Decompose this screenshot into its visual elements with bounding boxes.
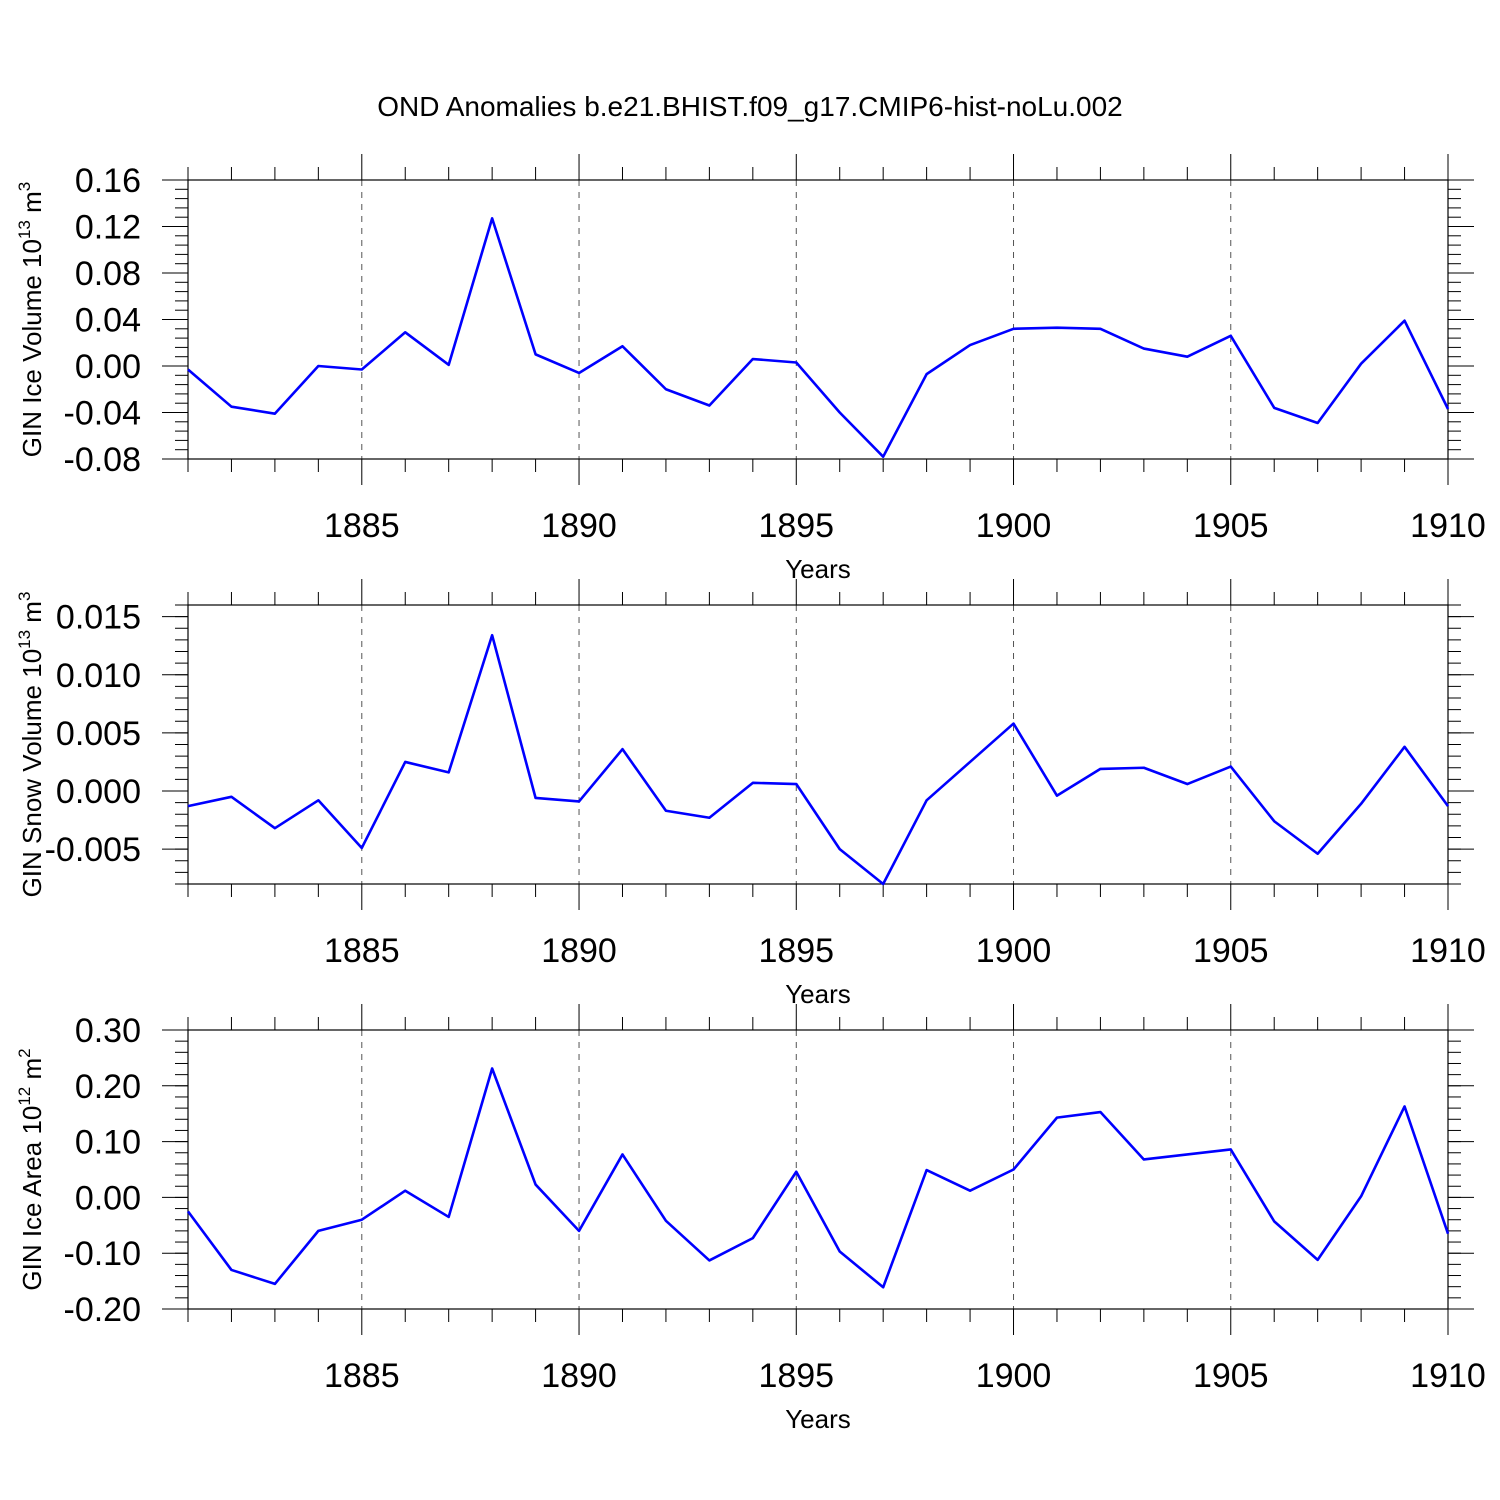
y-tick-label: 0.10 (75, 1124, 141, 1162)
plot-frame (187, 179, 1449, 460)
y-tick-label: -0.08 (64, 441, 142, 479)
x-tick-label: 1910 (1410, 932, 1486, 970)
x-tick-label: 1890 (541, 507, 617, 545)
y-tick-label: -0.04 (64, 395, 142, 433)
x-axis-title: Years (785, 1404, 851, 1434)
x-tick-label: 1895 (758, 932, 834, 970)
x-tick-label: 1895 (758, 507, 834, 545)
x-tick-label: 1885 (324, 507, 400, 545)
y-tick-label: 0.16 (75, 162, 141, 200)
y-tick-label: 0.000 (56, 773, 141, 811)
y-tick-label: -0.005 (45, 831, 141, 869)
y-tick-label: 0.015 (56, 599, 141, 637)
series-line (187, 633, 1450, 886)
x-tick-label: 1910 (1410, 507, 1486, 545)
y-tick-label: 0.010 (56, 657, 141, 695)
y-tick-label: 0.30 (75, 1012, 141, 1050)
y-tick-label: 0.12 (75, 209, 141, 247)
y-axis-title: GIN Ice Area 1012 m2 (15, 1048, 47, 1290)
plot-frame (187, 604, 1449, 885)
x-tick-label: 1885 (324, 932, 400, 970)
x-tick-label: 1890 (541, 932, 617, 970)
x-tick-label: 1890 (541, 1357, 617, 1395)
panel-ice-area: -0.20 -0.10 0.00 0.10 0.20 0.30 1885 1890 1895 19… (15, 1004, 1486, 1434)
y-axis-title: GIN Ice Volume 1013 m3 (15, 182, 47, 458)
series-line (187, 217, 1450, 458)
y-tick-label: 0.00 (75, 1179, 141, 1217)
y-tick-label: 0.04 (75, 302, 141, 340)
x-tick-label: 1900 (976, 507, 1052, 545)
y-tick-label: 0.08 (75, 255, 141, 293)
x-tick-label: 1895 (758, 1357, 834, 1395)
figure-title: OND Anomalies b.e21.BHIST.f09_g17.CMIP6-… (377, 91, 1123, 122)
series-line (186, 1067, 1450, 1289)
x-axis-title: Years (785, 979, 851, 1009)
y-axis-title: GIN Snow Volume 1013 m3 (15, 592, 47, 898)
x-tick-label: 1885 (324, 1357, 400, 1395)
x-tick-label: 1910 (1410, 1357, 1486, 1395)
panel-snow-volume: -0.005 0.000 0.005 0.010 0.015 1885 1890 1895 19… (15, 579, 1486, 1009)
y-tick-label: 0.005 (56, 715, 141, 753)
plot-frame (187, 1029, 1449, 1310)
panel-ice-volume: -0.08 -0.04 0.00 0.04 0.08 0.12 0.16 1885 1890 18… (15, 154, 1486, 584)
x-axis-title: Years (785, 554, 851, 584)
y-tick-label: -0.10 (64, 1235, 142, 1273)
x-tick-label: 1905 (1193, 1357, 1269, 1395)
x-tick-label: 1905 (1193, 507, 1269, 545)
x-tick-label: 1900 (976, 1357, 1052, 1395)
y-tick-label: 0.00 (75, 348, 141, 386)
x-tick-label: 1900 (976, 932, 1052, 970)
y-tick-label: -0.20 (64, 1291, 142, 1329)
x-tick-label: 1905 (1193, 932, 1269, 970)
y-tick-label: 0.20 (75, 1068, 141, 1106)
